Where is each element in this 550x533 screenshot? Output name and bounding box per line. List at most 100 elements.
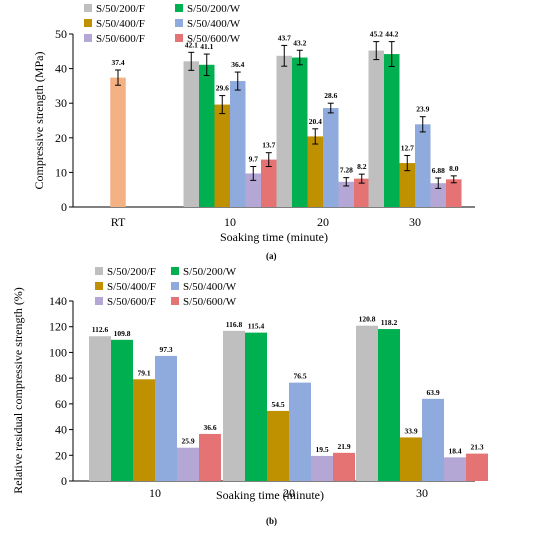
panel-label-a: (a) xyxy=(266,251,277,261)
y-tick-label: 40 xyxy=(55,62,67,76)
bar xyxy=(338,181,354,207)
data-label: 13.7 xyxy=(262,141,275,150)
legend-swatch xyxy=(175,34,183,42)
legend-label: S/50/400/F xyxy=(96,18,145,30)
data-label: 25.9 xyxy=(181,437,194,446)
bar xyxy=(245,173,261,207)
y-tick-label: 80 xyxy=(55,371,67,385)
legend-swatch xyxy=(171,297,179,305)
data-label: 29.6 xyxy=(216,84,229,93)
data-label: 109.8 xyxy=(114,329,131,338)
data-label: 43.7 xyxy=(278,33,291,42)
data-label: 20.4 xyxy=(309,117,322,126)
y-tick-label: 140 xyxy=(49,294,67,308)
bar xyxy=(400,437,422,481)
data-label: 18.4 xyxy=(448,446,461,455)
bar xyxy=(378,329,400,481)
bar xyxy=(292,57,308,207)
bar xyxy=(430,183,446,207)
bar xyxy=(356,325,378,481)
legend-label: S/50/600/W xyxy=(183,296,237,308)
bar xyxy=(354,178,370,207)
y-tick-label: 0 xyxy=(61,200,67,214)
bar xyxy=(333,452,355,481)
x-tick-label: 30 xyxy=(416,486,428,500)
chart-relative-residual-strength: 0 20 40 60 80 100 120 140 Relative residual comp… xyxy=(11,266,488,502)
y-tick-label: 20 xyxy=(55,448,67,462)
data-label: 7.28 xyxy=(340,166,353,175)
data-label: 54.5 xyxy=(271,400,284,409)
bar xyxy=(111,339,133,481)
y-tick-label: 10 xyxy=(55,165,67,179)
data-label: 9.7 xyxy=(249,155,259,164)
bar xyxy=(368,50,384,207)
data-label: 19.5 xyxy=(315,445,328,454)
bar xyxy=(199,433,221,481)
y-tick-label: 20 xyxy=(55,131,67,145)
data-label: 36.6 xyxy=(203,423,216,432)
y-tick-label: 40 xyxy=(55,423,67,437)
data-label: 43.2 xyxy=(293,38,306,47)
data-label: 6.88 xyxy=(432,166,445,175)
bar xyxy=(399,163,415,207)
data-label: 44.2 xyxy=(385,30,398,39)
legend-label: S/50/600/W xyxy=(187,33,241,45)
y-axis-title: Compressive strength (MPa) xyxy=(32,52,46,190)
bar xyxy=(183,61,199,207)
data-label: 23.9 xyxy=(416,105,429,114)
bar xyxy=(214,104,230,207)
bar xyxy=(311,455,333,481)
bar xyxy=(230,81,246,207)
x-tick-label: 10 xyxy=(224,215,236,229)
y-tick-label: 0 xyxy=(61,474,67,488)
bar xyxy=(289,382,311,481)
legend-label: S/50/600/F xyxy=(96,33,145,45)
x-tick-label: 20 xyxy=(317,215,329,229)
legend-swatch xyxy=(84,19,92,27)
bar xyxy=(89,336,111,481)
legend-label: S/50/200/W xyxy=(183,266,237,278)
data-label: 116.8 xyxy=(226,320,243,329)
data-label: 28.6 xyxy=(324,91,337,100)
bar xyxy=(276,55,292,207)
bar xyxy=(422,398,444,481)
y-tick-label: 50 xyxy=(55,27,67,41)
x-tick-label: 30 xyxy=(409,215,421,229)
legend-label: S/50/400/W xyxy=(187,18,241,30)
data-label: 42.1 xyxy=(185,40,198,49)
data-label: 79.1 xyxy=(137,368,150,377)
x-tick-label: 10 xyxy=(149,486,161,500)
x-axis-title: Soaking time (minute) xyxy=(220,230,328,244)
y-tick-label: 100 xyxy=(49,345,67,359)
data-label: 21.9 xyxy=(337,442,350,451)
legend-swatch xyxy=(84,4,92,12)
legend-label: S/50/200/F xyxy=(96,3,145,15)
bar xyxy=(110,77,126,207)
data-label: 8.0 xyxy=(449,164,459,173)
data-label: 120.8 xyxy=(359,315,376,324)
bar xyxy=(261,159,277,207)
data-label: 112.6 xyxy=(92,325,109,334)
y-tick-label: 120 xyxy=(49,320,67,334)
legend-label: S/50/400/W xyxy=(183,281,237,293)
x-tick-label: 20 xyxy=(283,486,295,500)
data-label: 12.7 xyxy=(401,143,414,152)
data-label: 118.2 xyxy=(381,318,398,327)
legend-swatch xyxy=(171,267,179,275)
y-tick-label: 30 xyxy=(55,96,67,110)
data-label: 37.4 xyxy=(111,58,124,67)
data-label: 115.4 xyxy=(248,322,265,331)
legend-label: S/50/200/F xyxy=(107,266,156,278)
legend-label: S/50/600/F xyxy=(107,296,156,308)
bar xyxy=(444,457,466,481)
data-label: 8.2 xyxy=(357,162,367,171)
chart-compressive-strength: 0 10 20 30 40 50 Compressive strength (MPa) 37.… xyxy=(32,3,475,244)
y-tick-label: 60 xyxy=(55,397,67,411)
data-label: 36.4 xyxy=(231,60,244,69)
legend-swatch xyxy=(95,282,103,290)
data-label: 33.9 xyxy=(404,426,417,435)
bar xyxy=(267,410,289,481)
legend-swatch xyxy=(84,34,92,42)
legend-label: S/50/200/W xyxy=(187,3,241,15)
data-label: 97.3 xyxy=(159,345,172,354)
